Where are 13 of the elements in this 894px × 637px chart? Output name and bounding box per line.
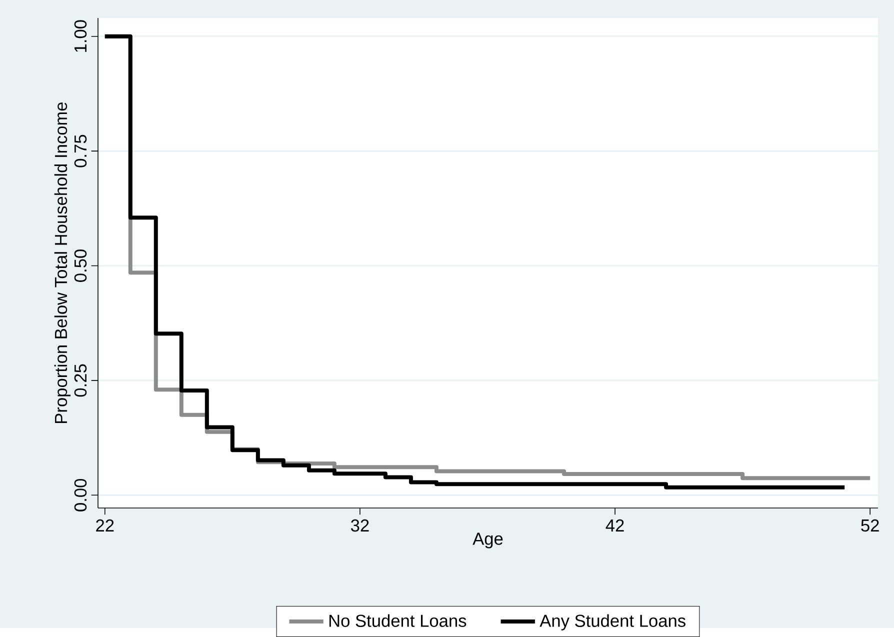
y-tick-label: 1.00 [74, 20, 87, 52]
y-axis-title: Proportion Below Total Household Income [54, 102, 71, 423]
legend-label: Any Student Loans [540, 614, 686, 630]
y-tick-label: 0.25 [74, 364, 87, 397]
legend-label: No Student Loans [329, 614, 466, 627]
x-axis-title: Age [472, 532, 503, 548]
y-tick-label: 0.00 [74, 478, 87, 512]
x-tick-label: 22 [96, 519, 114, 532]
y-tick-label: 0.50 [74, 250, 87, 282]
x-tick-label: 52 [861, 519, 879, 532]
x-tick-label: 32 [350, 519, 369, 532]
y-tick-label: 0.75 [74, 134, 87, 168]
x-tick-label: 42 [606, 519, 624, 532]
